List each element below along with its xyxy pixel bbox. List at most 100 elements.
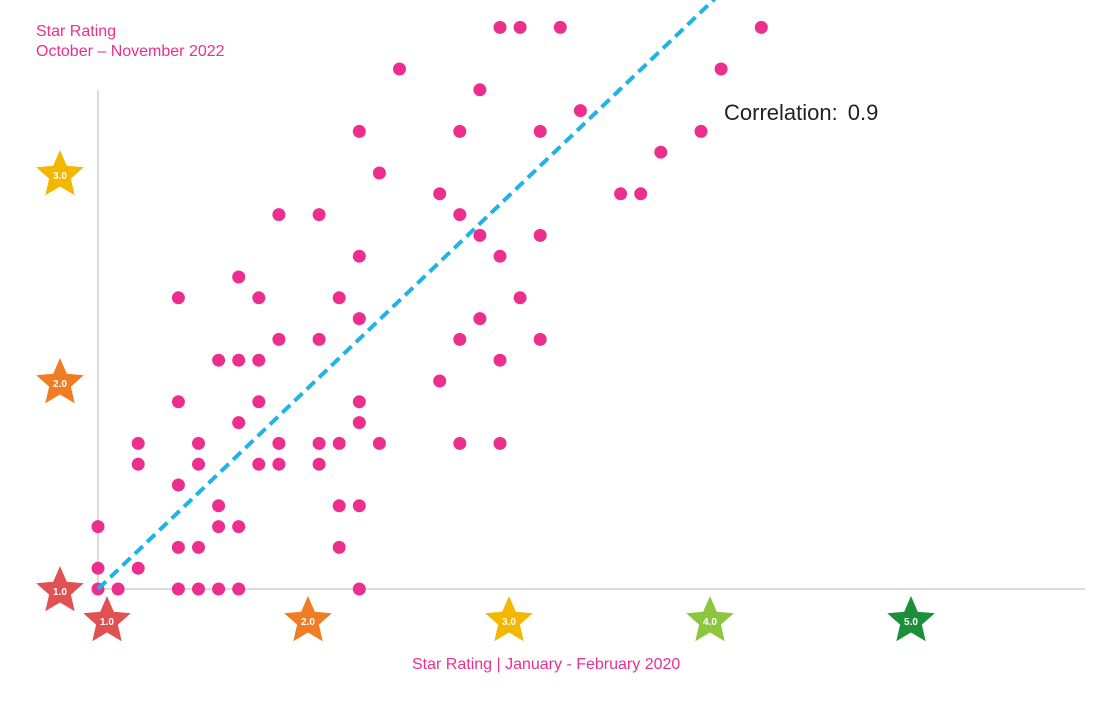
- data-point: [473, 228, 487, 242]
- data-point: [453, 436, 467, 450]
- star-icon: [36, 150, 84, 196]
- data-point: [312, 436, 326, 450]
- data-point: [453, 208, 467, 222]
- data-point: [232, 270, 246, 284]
- data-point: [131, 561, 145, 575]
- data-point: [493, 436, 507, 450]
- data-point: [171, 291, 185, 305]
- data-point: [252, 291, 266, 305]
- data-point: [533, 332, 547, 346]
- data-point: [232, 582, 246, 596]
- star-icon: [36, 358, 84, 404]
- data-point: [272, 332, 286, 346]
- data-point: [332, 540, 346, 554]
- data-point: [352, 395, 366, 409]
- data-point: [171, 540, 185, 554]
- data-point: [232, 520, 246, 534]
- data-point: [272, 208, 286, 222]
- data-point: [352, 582, 366, 596]
- data-point: [91, 520, 105, 534]
- data-point: [332, 436, 346, 450]
- data-point: [131, 457, 145, 471]
- data-point: [493, 353, 507, 367]
- y-axis-title: Star Rating October – November 2022: [36, 22, 225, 62]
- data-point: [272, 457, 286, 471]
- data-point: [694, 124, 708, 138]
- x-axis-star-tick: 2.0: [284, 596, 332, 642]
- correlation-annotation: Correlation: 0.9: [724, 100, 878, 126]
- data-point: [372, 166, 386, 180]
- y-axis-tick-label: 1.0: [53, 587, 67, 598]
- data-point: [312, 208, 326, 222]
- data-point: [473, 312, 487, 326]
- data-point: [352, 249, 366, 263]
- data-point: [192, 436, 205, 450]
- data-point: [473, 83, 487, 97]
- star-icon: [83, 596, 131, 642]
- data-point: [192, 582, 205, 596]
- data-point: [513, 20, 527, 34]
- star-icon: [36, 566, 84, 612]
- y-axis-star-tick: 3.0: [36, 150, 84, 196]
- data-point: [192, 457, 205, 471]
- data-point: [171, 478, 185, 492]
- x-axis-tick-label: 5.0: [904, 617, 918, 628]
- data-point: [171, 582, 185, 596]
- data-point: [171, 395, 185, 409]
- data-point: [513, 291, 527, 305]
- x-axis-title: Star Rating | January - February 2020: [412, 656, 681, 673]
- data-point: [232, 353, 246, 367]
- data-point: [393, 62, 406, 76]
- trendline-group: [96, 0, 717, 591]
- star-icon: [284, 596, 332, 642]
- data-point: [433, 187, 447, 201]
- y-axis-ticks: 1.02.03.04.05.0: [36, 150, 84, 612]
- x-axis-star-tick: 3.0: [485, 596, 533, 642]
- data-point: [533, 228, 547, 242]
- correlation-value: 0.9: [847, 100, 879, 125]
- x-axis-star-tick: 5.0: [887, 596, 935, 642]
- data-point: [352, 312, 366, 326]
- correlation-label: Correlation:: [724, 100, 838, 125]
- data-point: [312, 332, 326, 346]
- data-points: [91, 20, 768, 596]
- data-point: [252, 353, 266, 367]
- data-point: [192, 540, 205, 554]
- data-point: [91, 561, 105, 575]
- x-axis-star-tick: 1.0: [83, 596, 131, 642]
- y-axis-tick-label: 2.0: [53, 379, 67, 390]
- data-point: [131, 436, 145, 450]
- data-point: [714, 62, 728, 76]
- trendline: [96, 0, 717, 591]
- x-axis-tick-label: 4.0: [703, 617, 717, 628]
- x-axis-tick-label: 2.0: [301, 617, 315, 628]
- data-point: [493, 249, 507, 263]
- data-point: [634, 187, 648, 201]
- data-point: [232, 416, 246, 430]
- star-icon: [686, 596, 734, 642]
- data-point: [533, 124, 547, 138]
- x-axis-tick-label: 3.0: [502, 617, 516, 628]
- data-point: [493, 20, 507, 34]
- data-point: [614, 187, 628, 201]
- data-point: [272, 436, 286, 450]
- y-axis-star-tick: 2.0: [36, 358, 84, 404]
- x-axis-tick-label: 1.0: [100, 617, 114, 628]
- data-point: [212, 520, 226, 534]
- star-icon: [485, 596, 533, 642]
- data-point: [111, 582, 125, 596]
- data-point: [252, 457, 266, 471]
- y-axis-star-tick: 1.0: [36, 566, 84, 612]
- data-point: [212, 353, 226, 367]
- data-point: [573, 104, 587, 118]
- y-axis-title-line-2: October – November 2022: [36, 43, 225, 60]
- data-point: [212, 582, 226, 596]
- data-point: [352, 499, 366, 513]
- y-axis-tick-label: 3.0: [53, 171, 67, 182]
- data-point: [433, 374, 447, 388]
- x-axis-star-tick: 4.0: [686, 596, 734, 642]
- data-point: [553, 20, 567, 34]
- data-point: [352, 416, 366, 430]
- data-point: [332, 291, 346, 305]
